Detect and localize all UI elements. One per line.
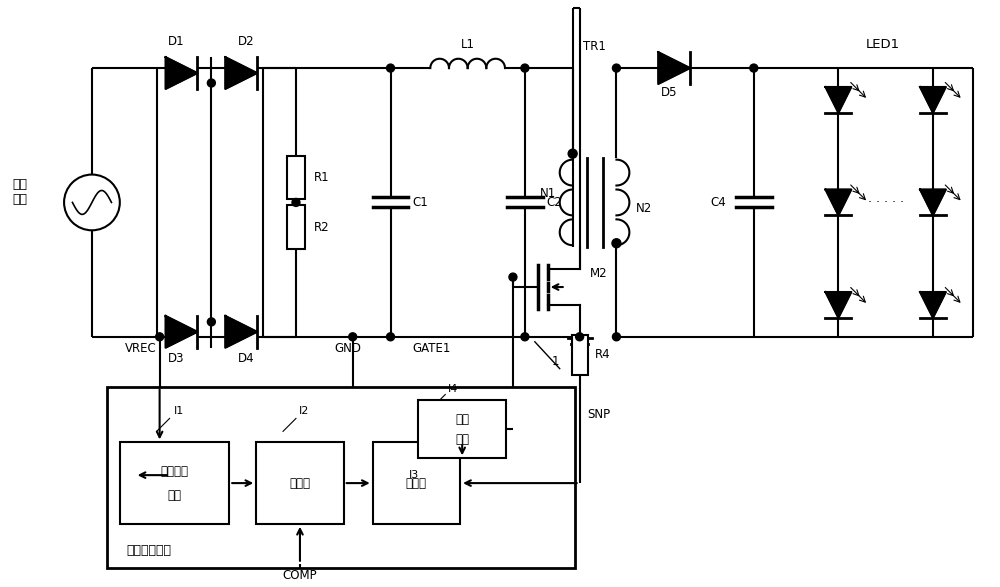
Text: · · · · ·: · · · · · bbox=[868, 196, 904, 209]
Circle shape bbox=[509, 273, 517, 281]
Text: I1: I1 bbox=[174, 406, 184, 416]
Text: GND: GND bbox=[335, 342, 362, 355]
Circle shape bbox=[568, 149, 577, 158]
Circle shape bbox=[207, 79, 215, 87]
Text: R4: R4 bbox=[595, 348, 610, 361]
Text: 驱动: 驱动 bbox=[455, 413, 469, 426]
Bar bbox=[287, 156, 305, 200]
Circle shape bbox=[292, 198, 300, 207]
Text: COMP: COMP bbox=[283, 569, 317, 582]
Text: D1: D1 bbox=[168, 35, 185, 48]
Text: 采样: 采样 bbox=[168, 488, 182, 501]
Bar bbox=[418, 400, 506, 458]
Text: R1: R1 bbox=[314, 171, 330, 184]
Bar bbox=[373, 442, 460, 524]
Polygon shape bbox=[825, 190, 851, 215]
Circle shape bbox=[750, 64, 758, 72]
Polygon shape bbox=[920, 87, 946, 113]
Circle shape bbox=[207, 318, 215, 326]
Text: I3: I3 bbox=[408, 470, 419, 480]
Text: I2: I2 bbox=[299, 406, 309, 416]
Text: D4: D4 bbox=[238, 352, 255, 365]
Polygon shape bbox=[920, 190, 946, 215]
Circle shape bbox=[521, 333, 529, 341]
Circle shape bbox=[387, 333, 395, 341]
Text: 交流
输入: 交流 输入 bbox=[13, 178, 28, 207]
Polygon shape bbox=[825, 292, 851, 318]
Circle shape bbox=[349, 333, 357, 341]
Text: L1: L1 bbox=[461, 38, 475, 51]
Text: VREC: VREC bbox=[125, 342, 157, 355]
Circle shape bbox=[387, 64, 395, 72]
Text: 乘法器: 乘法器 bbox=[289, 477, 310, 490]
Circle shape bbox=[521, 64, 529, 72]
Text: 输入电压: 输入电压 bbox=[161, 465, 189, 478]
Text: LED1: LED1 bbox=[866, 38, 900, 51]
Text: ⋮: ⋮ bbox=[829, 193, 848, 212]
Text: N2: N2 bbox=[636, 203, 652, 215]
Circle shape bbox=[612, 239, 621, 248]
Polygon shape bbox=[166, 316, 197, 348]
Polygon shape bbox=[225, 316, 257, 348]
Polygon shape bbox=[920, 292, 946, 318]
Bar bbox=[287, 205, 305, 249]
Text: M2: M2 bbox=[590, 267, 607, 280]
Polygon shape bbox=[166, 57, 197, 89]
Text: 驱动控制电路: 驱动控制电路 bbox=[127, 544, 172, 556]
Text: 电路: 电路 bbox=[455, 433, 469, 446]
Text: ⋮: ⋮ bbox=[923, 193, 943, 212]
Circle shape bbox=[156, 333, 164, 341]
Text: SNP: SNP bbox=[588, 409, 611, 421]
Text: N1: N1 bbox=[540, 187, 556, 200]
Text: GATE1: GATE1 bbox=[412, 342, 451, 355]
Text: R2: R2 bbox=[314, 221, 330, 234]
Text: I4: I4 bbox=[448, 383, 459, 393]
Text: D5: D5 bbox=[661, 86, 677, 99]
Text: 1: 1 bbox=[552, 355, 559, 367]
Text: C2: C2 bbox=[547, 196, 563, 209]
Text: D3: D3 bbox=[168, 352, 185, 365]
Bar bbox=[120, 442, 229, 524]
Circle shape bbox=[612, 333, 620, 341]
Text: D2: D2 bbox=[238, 35, 255, 48]
Text: C4: C4 bbox=[710, 196, 726, 209]
Text: C1: C1 bbox=[412, 196, 428, 209]
Polygon shape bbox=[225, 57, 257, 89]
Polygon shape bbox=[825, 87, 851, 113]
Circle shape bbox=[576, 333, 584, 341]
Bar bbox=[107, 387, 575, 568]
Bar bbox=[572, 335, 588, 375]
Bar bbox=[256, 442, 344, 524]
Circle shape bbox=[612, 64, 620, 72]
Text: TR1: TR1 bbox=[583, 40, 606, 53]
Polygon shape bbox=[658, 52, 690, 84]
Text: 比较器: 比较器 bbox=[406, 477, 427, 490]
